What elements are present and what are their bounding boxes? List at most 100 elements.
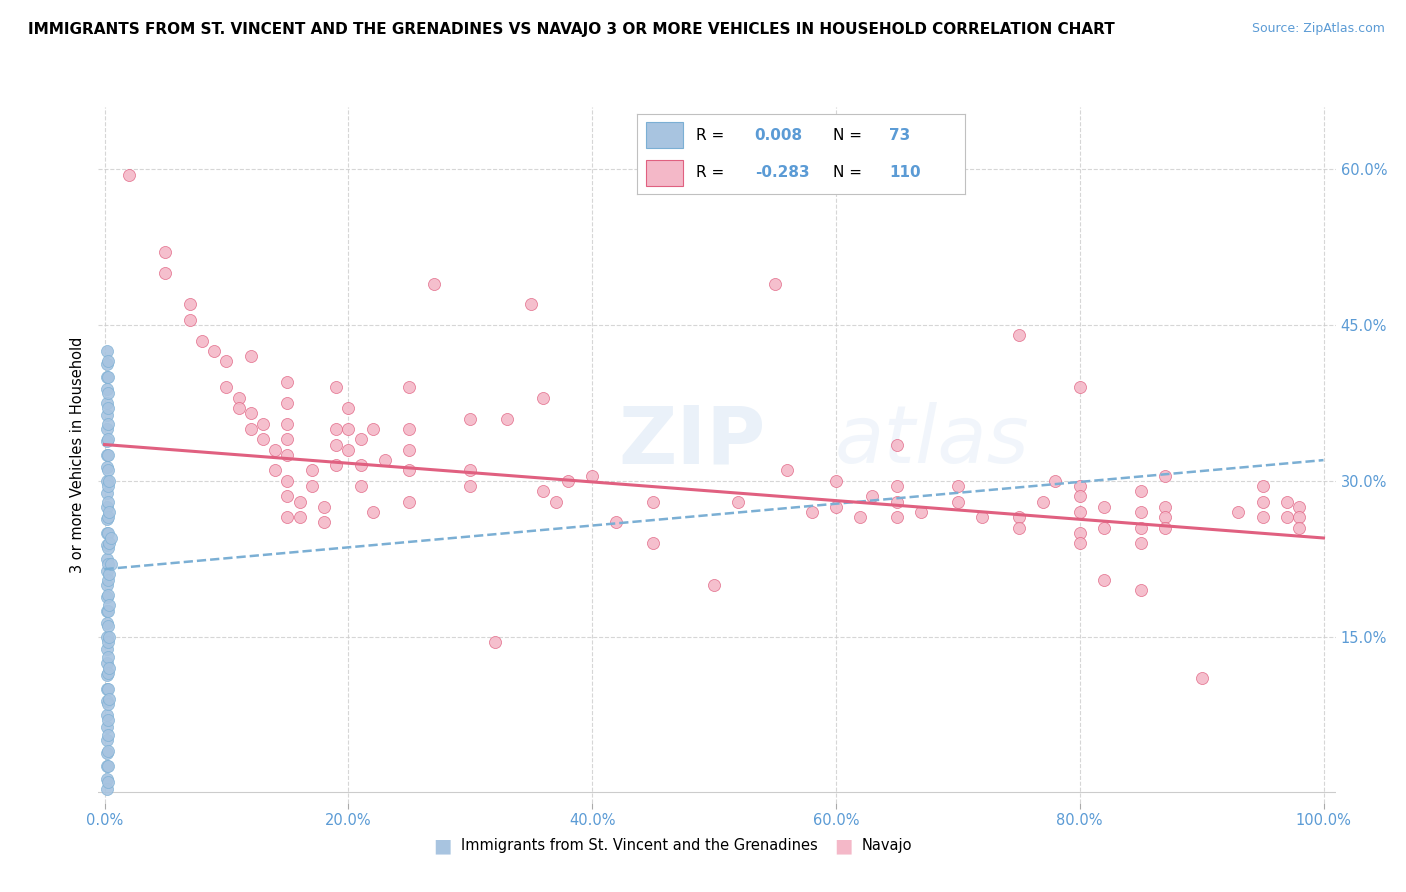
Point — [581, 468, 603, 483]
Point — [374, 453, 396, 467]
Point — [215, 380, 238, 394]
Point — [96, 460, 118, 475]
Point — [544, 494, 567, 508]
Point — [312, 500, 335, 514]
Text: Immigrants from St. Vincent and the Grenadines: Immigrants from St. Vincent and the Gren… — [461, 838, 818, 853]
Point — [97, 385, 120, 400]
Point — [239, 422, 262, 436]
Point — [398, 380, 420, 394]
Point — [398, 422, 420, 436]
Point — [1154, 520, 1177, 534]
Point — [96, 474, 118, 488]
Point — [276, 433, 298, 447]
Point — [96, 512, 118, 526]
Point — [398, 442, 420, 457]
Point — [96, 772, 118, 786]
Point — [972, 510, 994, 524]
Point — [97, 744, 120, 758]
Point — [155, 266, 177, 280]
Text: Source: ZipAtlas.com: Source: ZipAtlas.com — [1251, 22, 1385, 36]
Point — [1069, 380, 1091, 394]
Point — [191, 334, 214, 348]
Point — [1275, 510, 1298, 524]
Point — [484, 635, 506, 649]
Point — [886, 437, 908, 451]
Point — [276, 474, 298, 488]
Point — [1069, 490, 1091, 504]
Point — [96, 409, 118, 423]
Point — [97, 635, 120, 649]
Point — [641, 494, 664, 508]
Point — [97, 433, 120, 447]
Point — [100, 557, 122, 571]
Point — [641, 536, 664, 550]
Point — [96, 604, 118, 618]
Point — [96, 486, 118, 500]
Point — [96, 616, 118, 631]
Point — [96, 782, 118, 797]
Point — [398, 494, 420, 508]
Point — [97, 713, 120, 727]
Point — [98, 599, 121, 613]
Point — [97, 775, 120, 789]
Point — [288, 510, 311, 524]
Point — [520, 297, 543, 311]
Point — [97, 370, 120, 384]
Point — [97, 650, 120, 665]
Point — [97, 557, 120, 571]
Point — [96, 720, 118, 734]
Point — [946, 479, 969, 493]
Point — [96, 578, 118, 592]
Point — [97, 588, 120, 602]
Point — [97, 401, 120, 416]
Point — [1251, 494, 1274, 508]
Point — [557, 474, 579, 488]
Point — [727, 494, 749, 508]
Point — [96, 448, 118, 462]
Point — [825, 474, 848, 488]
Point — [1129, 536, 1152, 550]
Point — [458, 479, 481, 493]
Point — [98, 661, 121, 675]
Point — [96, 344, 118, 359]
Point — [96, 551, 118, 566]
Point — [325, 458, 347, 473]
Point — [97, 479, 120, 493]
Point — [1045, 474, 1067, 488]
Point — [398, 463, 420, 477]
Point — [1069, 525, 1091, 540]
Point — [337, 422, 360, 436]
Point — [96, 538, 118, 552]
Point — [1251, 479, 1274, 493]
Point — [1032, 494, 1054, 508]
Point — [252, 417, 274, 431]
Point — [1288, 510, 1310, 524]
Point — [312, 516, 335, 530]
Point — [531, 484, 554, 499]
Point — [97, 541, 120, 556]
Point — [239, 349, 262, 363]
Point — [97, 728, 120, 742]
Text: ■: ■ — [433, 836, 453, 855]
Point — [96, 500, 118, 514]
Point — [96, 590, 118, 604]
Point — [1191, 671, 1213, 685]
Point — [96, 396, 118, 410]
Point — [946, 494, 969, 508]
Point — [422, 277, 444, 291]
Point — [325, 422, 347, 436]
Point — [1129, 582, 1152, 597]
Point — [1092, 573, 1115, 587]
Point — [98, 630, 121, 644]
Point — [1069, 536, 1091, 550]
Point — [886, 510, 908, 524]
Point — [825, 500, 848, 514]
Point — [96, 525, 118, 540]
Point — [349, 479, 371, 493]
Point — [97, 619, 120, 633]
Point — [97, 510, 120, 524]
Point — [1154, 500, 1177, 514]
Point — [96, 759, 118, 773]
Point — [96, 357, 118, 371]
Point — [239, 406, 262, 420]
